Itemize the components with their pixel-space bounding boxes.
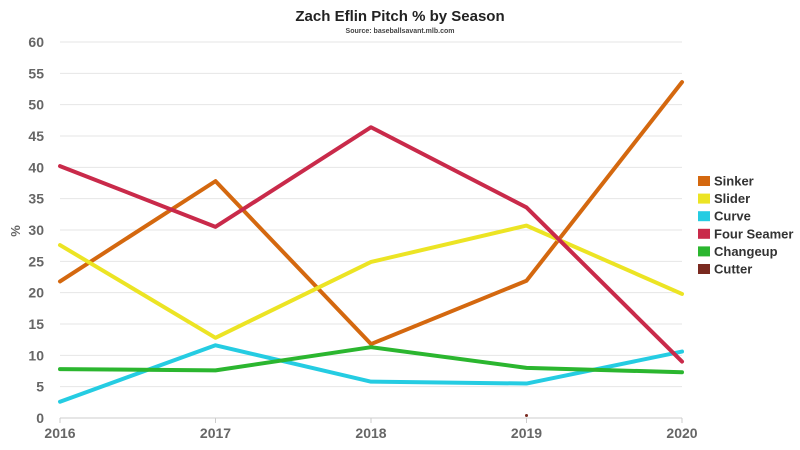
legend-label-sinker: Sinker [714,174,754,189]
y-tick-label: 40 [28,159,44,175]
y-tick-label: 35 [28,191,44,207]
legend-label-changeup: Changeup [714,244,778,259]
y-tick-label: 55 [28,65,44,81]
chart-title: Zach Eflin Pitch % by Season [295,8,504,25]
legend-label-four-seamer: Four Seamer [714,226,793,241]
legend: Sinker Slider Curve Four Seamer Changeup Cutt… [698,174,793,277]
y-tick-label: 20 [28,285,44,301]
y-tick-label: 5 [36,379,44,395]
x-tick-label: 2018 [355,425,386,441]
legend-label-slider: Slider [714,191,750,206]
legend-label-curve: Curve [714,209,751,224]
chart-subtitle: Source: baseballsavant.mlb.com [346,28,455,35]
x-tick-label: 2019 [511,425,542,441]
legend-swatch-changeup [698,246,710,257]
legend-swatch-slider [698,193,710,204]
legend-swatch-sinker [698,176,710,186]
y-tick-label: 25 [28,253,44,269]
y-tick-label: 30 [28,222,44,238]
series-point-cutter [525,413,528,417]
series-line-sinker [58,80,684,347]
x-tick-label: 2017 [200,425,231,441]
y-tick-label: 0 [36,410,44,426]
legend-swatch-four-seamer [698,228,710,239]
series-line-changeup [58,345,684,375]
legend-swatch-curve [698,211,710,222]
legend-label-cutter: Cutter [714,262,752,277]
legend-swatch-cutter [698,264,710,274]
x-tick-labels: 2016 2017 2018 2019 2020 [44,425,697,441]
y-tick-label: 15 [28,316,44,332]
series-line-four-seamer [58,125,684,364]
y-tick-label: 45 [28,128,44,144]
y-tick-labels: 0 5 10 15 20 25 30 35 40 45 50 55 60 [28,34,44,426]
x-tick-label: 2020 [666,425,697,441]
y-tick-label: 10 [28,347,44,363]
series-line-curve [58,343,684,404]
y-axis-label: % [8,225,23,237]
series-line-slider [58,223,684,340]
x-tick-label: 2016 [44,425,75,441]
series-lines [58,80,684,417]
y-tick-label: 60 [28,34,44,50]
y-tick-label: 50 [28,97,44,113]
